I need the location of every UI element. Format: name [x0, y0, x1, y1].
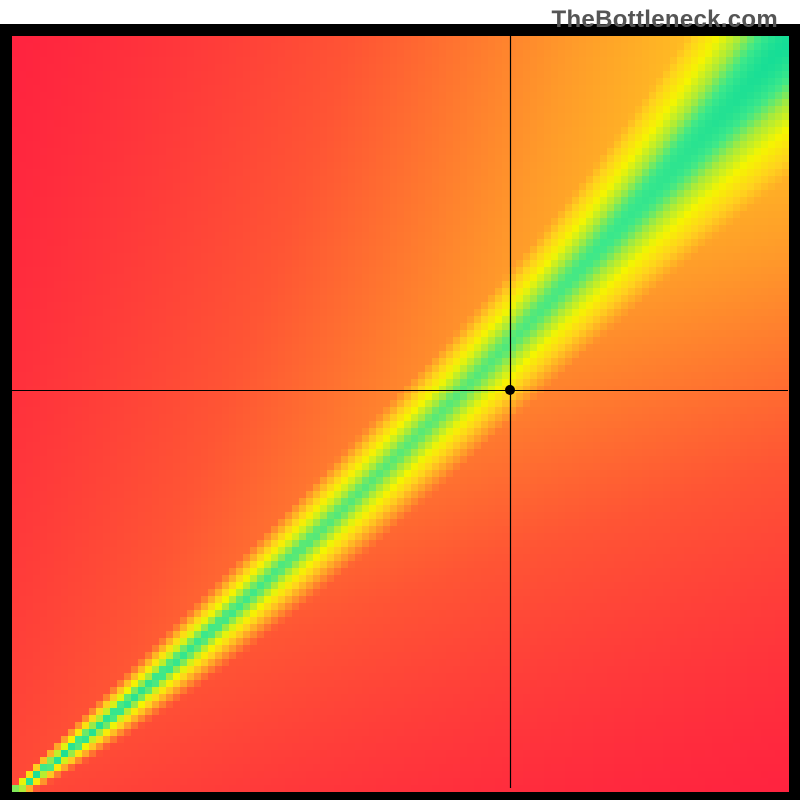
watermark-text: TheBottleneck.com	[552, 6, 778, 34]
heatmap-canvas	[0, 0, 800, 800]
chart-container: TheBottleneck.com	[0, 0, 800, 800]
